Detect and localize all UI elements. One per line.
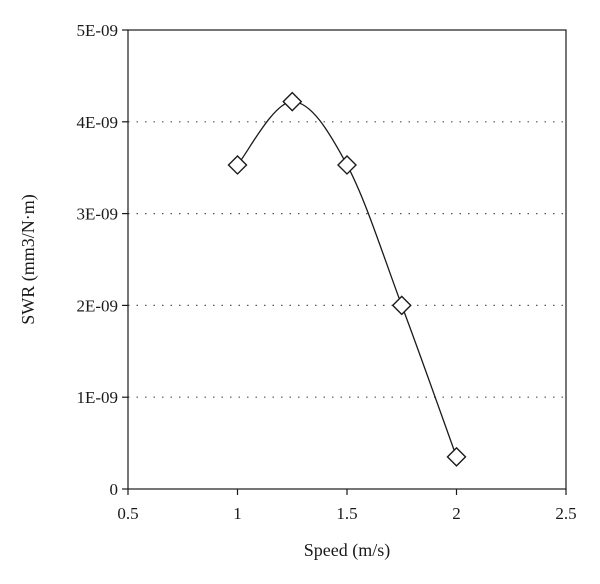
y-tick-label: 4E-09	[76, 113, 118, 132]
x-axis-title: Speed (m/s)	[304, 540, 390, 561]
data-point-diamond	[446, 446, 467, 467]
axis-ticks: 0 1E-09 2E-09 3E-09 4E-09 5E-09 0.5 1 1.5 2 2.5	[76, 21, 576, 523]
x-tick-label: 0.5	[117, 504, 138, 523]
y-tick-label: 1E-09	[76, 388, 118, 407]
data-point-diamond	[227, 154, 248, 175]
y-tick-label: 0	[110, 480, 119, 499]
y-axis-title: SWR (mm3/N·m)	[18, 194, 39, 325]
series-line	[237, 100, 458, 458]
x-tick-label: 2	[452, 504, 461, 523]
x-tick-label: 1	[233, 504, 242, 523]
y-tick-label: 3E-09	[76, 205, 118, 224]
y-tick-label: 5E-09	[76, 21, 118, 40]
data-point-diamond	[282, 91, 303, 112]
x-tick-label: 1.5	[336, 504, 357, 523]
data-point-diamond	[337, 154, 357, 175]
data-series	[227, 91, 467, 467]
plot-area	[127, 29, 567, 490]
x-tick-label: 2.5	[555, 504, 576, 523]
data-point-diamond	[391, 295, 412, 316]
y-tick-label: 2E-09	[76, 296, 118, 315]
